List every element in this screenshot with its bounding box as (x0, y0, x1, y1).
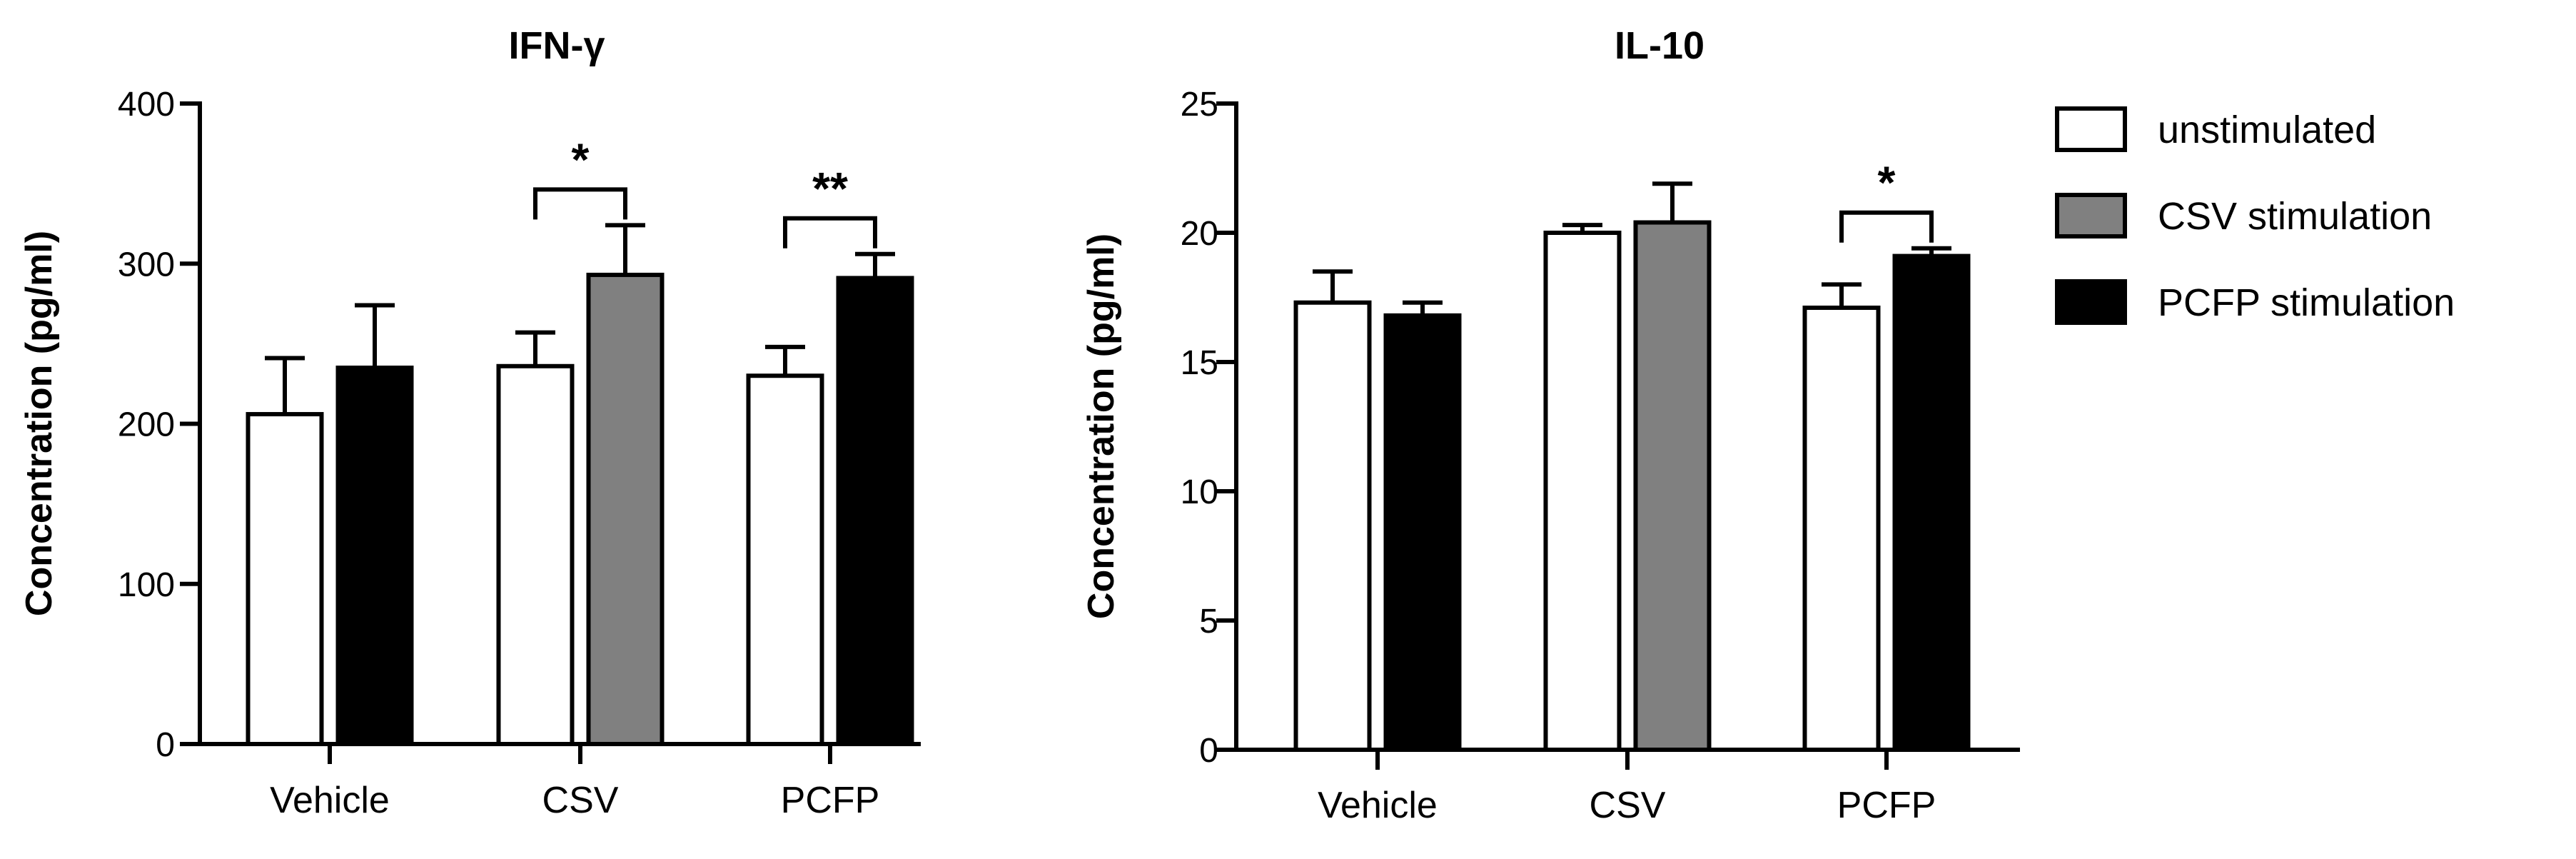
il10-bar-csv-unstimulated (1543, 231, 1622, 752)
il10-y-tick-label-10: 10 (1181, 473, 1218, 511)
ifn-category-label-vehicle: Vehicle (270, 780, 390, 821)
il10-bar-pcfp-unstimulated (1802, 305, 1881, 753)
ifn-significance-label-pcfp: ** (812, 163, 848, 214)
ifn-y-tick-label-400: 400 (118, 86, 175, 124)
il10-y-tick-label-25: 25 (1181, 86, 1218, 124)
il10-bar-vehicle-unstimulated (1293, 300, 1372, 752)
ifn-category-label-pcfp: PCFP (781, 780, 880, 821)
ifn-y-tick-label-200: 200 (118, 406, 175, 444)
il10-y-tick-label-20: 20 (1181, 215, 1218, 253)
ifn-y-tick-label-0: 0 (156, 726, 175, 764)
ifn-bar-csv-csv-stimulation (586, 272, 665, 746)
il10-category-label-vehicle: Vehicle (1318, 785, 1438, 826)
il10-chart-title: IL-10 (1615, 24, 1704, 67)
ifn-bar-pcfp-pcfp-stimulation (836, 276, 914, 746)
il10-category-label-csv: CSV (1590, 785, 1666, 826)
legend-csv-stimulation-swatch (2055, 193, 2127, 238)
il10-bar-pcfp-pcfp-stimulation (1892, 253, 1971, 752)
ifn-y-axis-label: Concentration (pg/ml) (19, 231, 60, 616)
ifn-bar-pcfp-unstimulated (746, 373, 824, 746)
ifn-significance-label-csv: * (572, 134, 590, 185)
il-10-panel: IL-10 Concentration (pg/ml) 0 5 10 15 20 25 Vehi… (1081, 24, 2020, 826)
legend: unstimulated CSV stimulation PCFP stimulat… (2055, 106, 2455, 325)
legend-csv-stimulation-label: CSV stimulation (2158, 195, 2432, 238)
ifn-significance-bracket-pcfp (783, 216, 877, 248)
il10-bar-vehicle-pcfp-stimulation (1383, 313, 1462, 752)
ifn-gamma-panel: IFN-γ Concentration (pg/ml) 0 100 200 300 400 V… (19, 24, 921, 821)
il10-significance-bracket-pcfp (1839, 210, 1934, 243)
il10-y-axis-label: Concentration (pg/ml) (1081, 233, 1122, 619)
il10-significance-label-pcfp: * (1878, 157, 1896, 209)
legend-unstimulated-label: unstimulated (2158, 109, 2376, 151)
ifn-y-tick-label-100: 100 (118, 566, 175, 604)
ifn-bar-vehicle-pcfp-stimulation (335, 366, 414, 746)
il10-y-tick-label-5: 5 (1199, 603, 1218, 641)
il10-category-label-pcfp: PCFP (1837, 785, 1936, 826)
ifn-category-label-csv: CSV (542, 780, 619, 821)
il10-y-tick-label-15: 15 (1181, 344, 1218, 382)
legend-pcfp-stimulation-label: PCFP stimulation (2158, 281, 2455, 324)
ifn-bar-vehicle-unstimulated (246, 412, 324, 746)
ifn-significance-bracket-csv (533, 187, 627, 220)
legend-unstimulated-swatch (2055, 106, 2127, 152)
il10-bar-csv-csv-stimulation (1633, 220, 1712, 752)
legend-pcfp-stimulation-swatch (2055, 279, 2127, 325)
ifn-chart-title: IFN-γ (509, 24, 605, 67)
ifn-y-tick-label-300: 300 (118, 246, 175, 283)
ifn-bar-csv-unstimulated (496, 363, 575, 746)
il10-y-tick-label-0: 0 (1199, 732, 1218, 770)
